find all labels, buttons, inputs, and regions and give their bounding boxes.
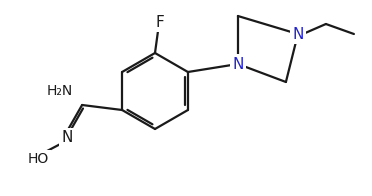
Text: N: N [292,26,304,42]
Text: H₂N: H₂N [47,84,73,98]
Text: N: N [232,56,244,72]
Text: N: N [61,131,73,145]
Text: HO: HO [28,152,49,166]
Text: F: F [155,15,164,30]
